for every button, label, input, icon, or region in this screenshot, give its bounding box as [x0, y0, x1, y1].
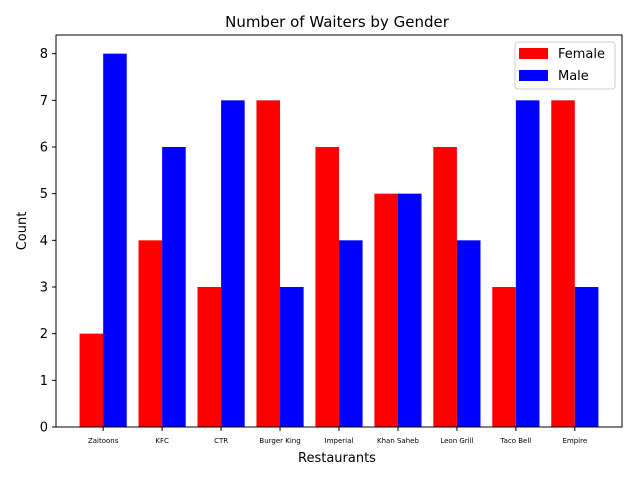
bar-male-imperial	[339, 240, 363, 427]
x-tick-label: Burger King	[259, 437, 300, 445]
x-tick-label: Khan Saheb	[377, 437, 419, 445]
bar-male-burger-king	[280, 287, 304, 427]
y-tick-label: 8	[40, 47, 48, 62]
legend-swatch-male	[519, 70, 548, 81]
chart-title: Number of Waiters by Gender	[225, 13, 450, 31]
bar-male-zaitoons	[103, 53, 127, 428]
bar-male-leon-grill	[456, 240, 481, 427]
bar-female-khan-saheb	[374, 193, 398, 427]
y-tick-label: 4	[40, 234, 48, 249]
plot-area	[79, 53, 599, 428]
bar-female-zaitoons	[79, 333, 104, 427]
bar-female-empire	[551, 100, 575, 427]
y-tick-label: 5	[40, 187, 48, 202]
bar-male-khan-saheb	[397, 193, 422, 427]
x-axis: Zaitoons KFC CTR Burger King Imperial Khan Sa…	[88, 427, 587, 445]
legend-swatch-female	[519, 48, 548, 59]
bar-male-taco-bell	[515, 100, 540, 427]
y-tick-label: 6	[40, 141, 48, 156]
bar-male-kfc	[162, 147, 186, 427]
bar-female-taco-bell	[492, 287, 516, 427]
x-tick-label: Leon Grill	[440, 437, 473, 445]
y-tick-label: 0	[40, 421, 48, 436]
y-tick-label: 2	[40, 327, 48, 342]
y-tick-label: 3	[40, 281, 48, 296]
legend-label-female: Female	[558, 47, 605, 62]
bar-female-burger-king	[256, 100, 281, 427]
x-axis-label: Restaurants	[298, 451, 376, 466]
x-tick-label: Taco Bell	[499, 437, 531, 445]
x-tick-label: KFC	[155, 437, 169, 445]
x-tick-label: Zaitoons	[88, 437, 119, 445]
y-tick-label: 1	[40, 374, 48, 389]
y-axis: 0 1 2 3 4 5 6 7 8	[40, 47, 56, 436]
x-tick-label: CTR	[214, 437, 228, 445]
bar-male-empire	[574, 287, 599, 427]
legend: Female Male	[514, 41, 616, 90]
x-tick-label: Imperial	[325, 437, 354, 445]
bar-female-imperial	[315, 147, 339, 427]
legend-label-male: Male	[558, 69, 589, 84]
bar-female-ctr	[197, 287, 222, 427]
bar-female-leon-grill	[433, 147, 457, 427]
y-tick-label: 7	[40, 94, 48, 109]
bar-female-kfc	[138, 240, 163, 427]
bar-male-ctr	[221, 100, 245, 427]
y-axis-label: Count	[15, 212, 30, 251]
plot-frame	[55, 34, 623, 428]
x-tick-label: Empire	[562, 437, 587, 445]
